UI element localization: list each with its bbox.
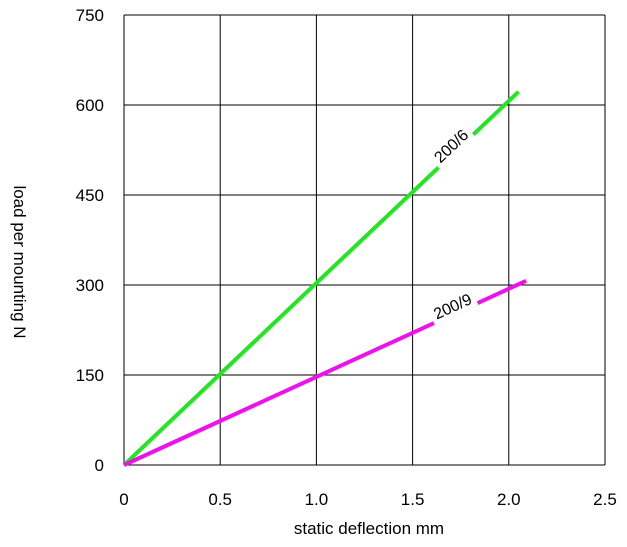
y-tick-labels: 0 150 300 450 600 750 — [76, 6, 104, 475]
series-label-bg-0 — [427, 123, 476, 170]
x-tick-label-5: 2.5 — [593, 490, 617, 509]
grid — [123, 14, 606, 466]
x-tick-label-0: 0 — [119, 490, 128, 509]
x-tick-label-4: 2.0 — [497, 490, 521, 509]
y-tick-label-0: 0 — [95, 456, 104, 475]
series-label-200-9: 200/9 — [431, 291, 475, 323]
x-tick-label-3: 1.5 — [401, 490, 425, 509]
y-tick-label-1: 150 — [76, 366, 104, 385]
series-lines — [122, 90, 527, 467]
y-tick-label-3: 450 — [76, 186, 104, 205]
y-tick-label-5: 750 — [76, 6, 104, 25]
y-tick-label-4: 600 — [76, 96, 104, 115]
y-tick-label-2: 300 — [76, 276, 104, 295]
series-label-bg-1 — [427, 288, 479, 326]
x-tick-label-1: 0.5 — [208, 490, 232, 509]
x-tick-label-2: 1.0 — [305, 490, 329, 509]
y-axis-label: load per mounting N — [10, 185, 29, 338]
x-axis-label: static deflection mm — [294, 519, 444, 538]
x-tick-labels: 0 0.5 1.0 1.5 2.0 2.5 — [119, 490, 617, 509]
